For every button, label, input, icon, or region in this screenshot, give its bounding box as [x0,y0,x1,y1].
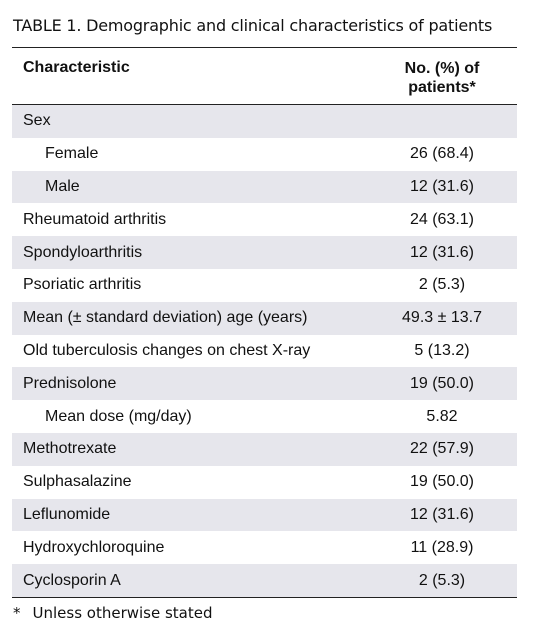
row-value: 5 (13.2) [414,341,470,359]
table-body: Sex Female 26 (68.4) Male 12 (31.6) Rheumatoi… [12,105,517,597]
row-value: 24 (63.1) [409,210,475,228]
table-row: Male 12 (31.6) [12,170,517,204]
row-value: 49.3 ± 13.7 [402,309,482,327]
row-value: 19 (50.0) [409,374,475,392]
table-row: Mean dose (mg/day) 5.82 [12,400,517,433]
footnote-mark: * [13,604,21,622]
table-row: Methotrexate 22 (57.9) [12,432,517,466]
table-title: TABLE 1. Demographic and clinical charac… [13,16,493,35]
footnote-text: Unless otherwise stated [32,604,213,622]
footnote: * Unless otherwise stated [13,604,213,622]
row-label: Male [45,177,80,195]
table-row: Spondyloarthritis 12 (31.6) [12,236,517,269]
row-label: Cyclosporin A [23,571,121,589]
row-value: 11 (28.9) [410,538,474,556]
table-row: Hydroxychloroquine 11 (28.9) [12,531,517,564]
column-header: Characteristic [23,59,130,76]
row-label: Prednisolone [23,374,117,392]
table-row: Leflunomide 12 (31.6) [12,498,517,532]
row-value: 12 (31.6) [409,243,475,261]
row-value: 22 (57.9) [409,440,475,458]
table-row: Female 26 (68.4) [12,138,517,171]
row-label: Methotrexate [23,440,117,458]
row-label: Sex [23,112,51,130]
row-label: Female [45,145,99,163]
table-row: Psoriatic arthritis 2 (5.3) [12,269,517,302]
table-row: Sulphasalazine 19 (50.0) [12,466,517,499]
table-row: Rheumatoid arthritis 24 (63.1) [12,203,517,236]
column-header: No. (%) of patients* [404,60,480,96]
table-row: Old tuberculosis changes on chest X-ray 5… [12,335,517,368]
row-value: 26 (68.4) [409,145,475,163]
table-row: Cyclosporin A 2 (5.3) [12,564,517,597]
row-value: 2 (5.3) [418,276,466,294]
table: Characteristic No. (%) of patients* Sex F… [12,47,517,598]
row-value: 12 (31.6) [409,505,475,523]
row-label: Mean (± standard deviation) age (years) [23,309,308,327]
table-row: Sex [12,105,517,138]
row-label: Psoriatic arthritis [23,276,142,294]
row-label: Sulphasalazine [23,473,132,491]
header-row: Characteristic No. (%) of patients* [12,48,517,105]
row-label: Rheumatoid arthritis [23,210,167,228]
row-label: Mean dose (mg/day) [45,407,192,425]
row-value: 5.82 [426,407,458,425]
table-row: Prednisolone 19 (50.0) [12,367,517,401]
row-value: 2 (5.3) [418,571,466,589]
row-value: 19 (50.0) [409,473,475,491]
row-label: Leflunomide [23,505,111,523]
row-label: Hydroxychloroquine [23,538,165,556]
row-label: Old tuberculosis changes on chest X-ray [23,341,311,359]
row-value: 12 (31.6) [409,177,475,195]
table-row: Mean (± standard deviation) age (years) 4… [12,301,517,335]
row-label: Spondyloarthritis [23,243,143,261]
